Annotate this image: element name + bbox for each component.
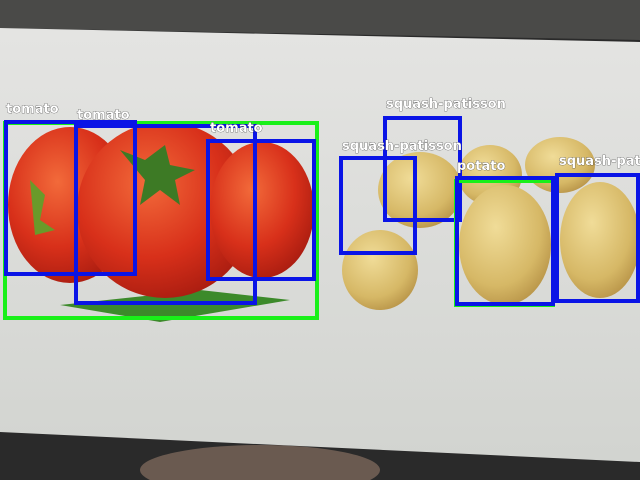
labels: tomato tomato tomato squash-patisson squ… — [6, 97, 640, 175]
box — [455, 176, 555, 306]
detection-label: tomato — [210, 121, 263, 136]
detection-label: squash-patisson — [342, 139, 462, 154]
top-edge — [0, 0, 640, 40]
detection-label: squash-patisson — [386, 97, 506, 112]
detection-label: tomato — [6, 102, 59, 117]
detection-label: tomato — [77, 108, 130, 123]
box — [555, 173, 640, 303]
box — [74, 124, 257, 305]
detection-label: potato — [457, 159, 505, 174]
detection-label: squash-patisson — [559, 154, 640, 169]
box — [4, 120, 137, 276]
box — [206, 139, 316, 281]
box — [383, 116, 462, 222]
finger — [140, 445, 380, 480]
tomatoes — [8, 122, 314, 322]
potatoes — [342, 137, 640, 310]
box — [339, 156, 417, 255]
boxes — [3, 116, 640, 320]
